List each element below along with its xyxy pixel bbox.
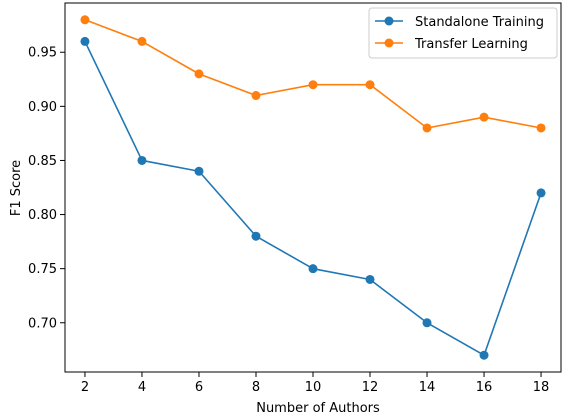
data-point-transfer-learning bbox=[479, 112, 489, 122]
x-tick-label: 14 bbox=[419, 380, 436, 395]
data-point-standalone-training bbox=[308, 264, 318, 274]
y-tick-label: 0.80 bbox=[28, 208, 57, 223]
x-tick-label: 12 bbox=[362, 380, 379, 395]
data-point-transfer-learning bbox=[137, 36, 147, 46]
data-point-transfer-learning bbox=[365, 80, 375, 90]
data-point-transfer-learning bbox=[80, 15, 90, 25]
legend-marker-transfer bbox=[384, 38, 394, 48]
legend-marker-standalone bbox=[384, 16, 394, 26]
data-point-standalone-training bbox=[536, 188, 546, 198]
data-point-transfer-learning bbox=[422, 123, 432, 133]
data-point-standalone-training bbox=[80, 36, 90, 46]
y-tick-label: 0.75 bbox=[28, 262, 57, 277]
x-tick-label: 4 bbox=[138, 380, 146, 395]
x-tick-label: 10 bbox=[305, 380, 322, 395]
x-axis-label: Number of Authors bbox=[256, 401, 380, 416]
x-tick-label: 2 bbox=[81, 380, 89, 395]
plot-frame bbox=[64, 2, 562, 373]
legend-label-transfer: Transfer Learning bbox=[414, 37, 528, 52]
x-tick-label: 16 bbox=[476, 380, 493, 395]
y-tick-label: 0.70 bbox=[28, 316, 57, 331]
data-point-standalone-training bbox=[194, 166, 204, 176]
x-tick-label: 18 bbox=[533, 380, 550, 395]
legend-label-standalone: Standalone Training bbox=[415, 15, 544, 30]
y-tick-label: 0.85 bbox=[28, 154, 57, 169]
data-point-standalone-training bbox=[137, 155, 147, 165]
data-point-standalone-training bbox=[479, 350, 489, 360]
data-point-standalone-training bbox=[422, 318, 432, 328]
legend-box bbox=[368, 7, 558, 59]
x-tick-label: 6 bbox=[195, 380, 203, 395]
chart-axes: 2 4 6 8 10 12 14 16 18 0.70 0.75 0.80 0.85 0.90 0.95 bbox=[28, 46, 549, 395]
chart-marks bbox=[80, 15, 546, 360]
y-tick-label: 0.90 bbox=[28, 100, 57, 115]
data-point-transfer-learning bbox=[308, 80, 318, 90]
x-tick-label: 8 bbox=[252, 380, 260, 395]
data-point-transfer-learning bbox=[194, 69, 204, 79]
data-point-standalone-training bbox=[365, 274, 375, 284]
data-point-transfer-learning bbox=[251, 91, 261, 101]
data-point-transfer-learning bbox=[536, 123, 546, 133]
y-tick-label: 0.95 bbox=[28, 46, 57, 61]
data-point-standalone-training bbox=[251, 231, 261, 241]
y-axis-label: F1 Score bbox=[9, 160, 24, 216]
legend: Standalone Training Transfer Learning bbox=[368, 7, 558, 59]
